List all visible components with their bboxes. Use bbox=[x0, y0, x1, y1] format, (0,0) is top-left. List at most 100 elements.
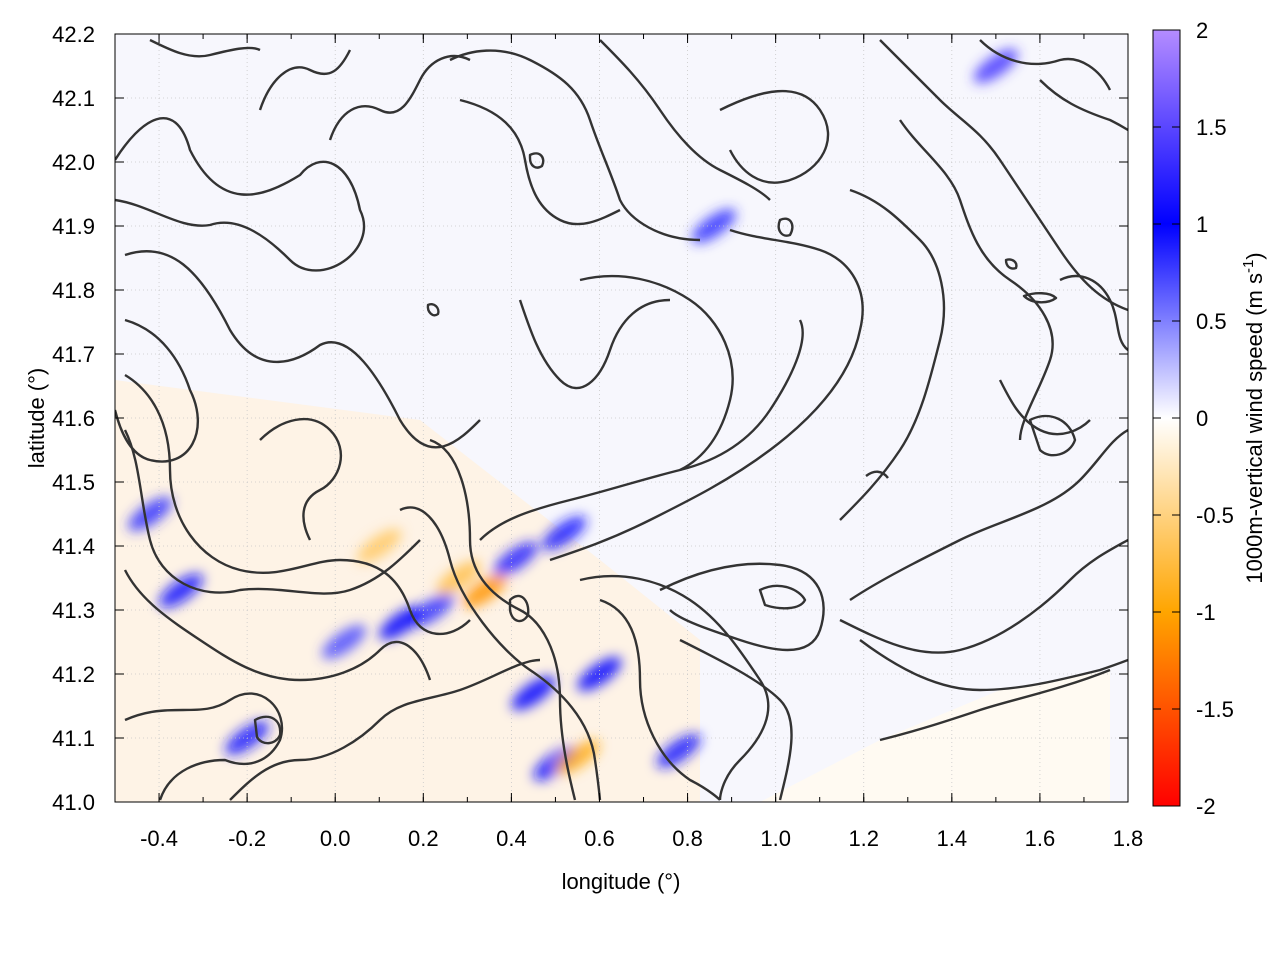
contour-line bbox=[879, 39, 1128, 312]
field-tint-southeast bbox=[760, 670, 1110, 802]
x-tick-label: -0.4 bbox=[140, 826, 178, 851]
contour-line bbox=[758, 584, 807, 610]
contour-line bbox=[998, 379, 1091, 436]
y-tick-label: 41.2 bbox=[52, 662, 95, 687]
y-tick-label: 41.1 bbox=[52, 726, 95, 751]
contour-line bbox=[124, 692, 283, 801]
wind-hotspot bbox=[542, 516, 587, 551]
y-tick-label: 41.5 bbox=[52, 470, 95, 495]
wind-hotspot bbox=[321, 624, 367, 660]
contour-line bbox=[899, 119, 1054, 441]
y-tick-label: 41.6 bbox=[52, 406, 95, 431]
contour-line bbox=[459, 98, 621, 226]
contour-line bbox=[149, 38, 261, 58]
colorbar-tick-label: -2 bbox=[1196, 794, 1216, 819]
contour-line bbox=[879, 668, 1111, 742]
contour-line bbox=[258, 49, 352, 111]
x-tick-label: -0.2 bbox=[228, 826, 266, 851]
x-tick-label: 1.6 bbox=[1025, 826, 1056, 851]
y-axis: 41.0 41.1 41.2 41.3 41.4 41.5 41.6 41.7 41.8 41.9… bbox=[52, 22, 1128, 815]
contour-line bbox=[123, 569, 432, 682]
wind-hotspot bbox=[436, 560, 481, 596]
heatmap-field bbox=[115, 34, 1128, 802]
wind-hotspot bbox=[691, 208, 737, 244]
contour-line bbox=[124, 250, 481, 449]
y-tick-label: 41.9 bbox=[52, 214, 95, 239]
contour-line bbox=[549, 228, 864, 562]
contour-line bbox=[859, 639, 1128, 692]
contour-line bbox=[777, 217, 794, 237]
x-tick-label: 0.6 bbox=[584, 826, 615, 851]
colorbar-tick-label: 2 bbox=[1196, 18, 1208, 43]
x-tick-label: 0.8 bbox=[672, 826, 703, 851]
colorbar-label-suffix: ) bbox=[1242, 252, 1267, 259]
contour-line bbox=[659, 562, 825, 652]
contour-line bbox=[115, 117, 366, 272]
wind-hotspot bbox=[511, 676, 556, 711]
terrain-contours bbox=[115, 38, 1128, 801]
contour-line bbox=[123, 429, 421, 595]
x-tick-label: 1.0 bbox=[760, 826, 791, 851]
contour-line bbox=[508, 594, 530, 623]
contour-line bbox=[719, 89, 830, 184]
colorbar-tick-label: 0 bbox=[1196, 406, 1208, 431]
colorbar-tick-label: -0.5 bbox=[1196, 503, 1234, 528]
x-axis-label: longitude (°) bbox=[562, 869, 681, 894]
contour-line bbox=[259, 417, 343, 541]
wind-hotspot bbox=[128, 496, 173, 532]
y-tick-label: 41.8 bbox=[52, 278, 95, 303]
contour-line bbox=[849, 428, 1128, 601]
colorbar-label: 1000m-vertical wind speed (m s-1) bbox=[1240, 252, 1267, 583]
contour-line bbox=[429, 438, 577, 801]
contour-line bbox=[1028, 414, 1077, 457]
contour-line bbox=[1022, 292, 1058, 304]
x-tick-label: 0.2 bbox=[408, 826, 439, 851]
y-tick-label: 42.0 bbox=[52, 150, 95, 175]
contour-line bbox=[449, 49, 701, 242]
colorbar-label-superscript: -1 bbox=[1240, 260, 1257, 273]
y-tick-label: 41.7 bbox=[52, 342, 95, 367]
wind-hotspot bbox=[493, 541, 538, 576]
wind-hotspot bbox=[159, 573, 204, 608]
colorbar-tick-label: 0.5 bbox=[1196, 309, 1227, 334]
contour-line bbox=[426, 303, 440, 317]
contour-line bbox=[229, 658, 541, 801]
contour-line bbox=[679, 638, 793, 801]
colorbar-tick-label: -1.5 bbox=[1196, 697, 1234, 722]
contour-line bbox=[518, 298, 671, 390]
grid-lines bbox=[115, 34, 1128, 802]
y-tick-label: 42.1 bbox=[52, 86, 95, 111]
contour-line bbox=[979, 39, 1112, 91]
x-tick-label: 1.4 bbox=[937, 826, 968, 851]
y-tick-label: 41.4 bbox=[52, 534, 95, 559]
colorbar-tick-label: 1 bbox=[1196, 212, 1208, 237]
wind-hotspot bbox=[410, 592, 455, 628]
y-axis-label: latitude (°) bbox=[24, 368, 49, 469]
contour-line bbox=[579, 274, 734, 472]
contour-line bbox=[399, 506, 602, 801]
colorbar-tick-label: -1 bbox=[1196, 600, 1216, 625]
colorbar-label-main: 1000m-vertical wind speed (m s bbox=[1242, 273, 1267, 584]
x-tick-label: 0.0 bbox=[320, 826, 351, 851]
contour-line bbox=[599, 39, 771, 201]
contour-line bbox=[839, 538, 1128, 654]
contour-line bbox=[528, 152, 545, 169]
y-tick-label: 42.2 bbox=[52, 22, 95, 47]
x-tick-label: 1.8 bbox=[1113, 826, 1144, 851]
contour-line bbox=[599, 598, 721, 801]
contour-line bbox=[328, 54, 471, 141]
x-axis: -0.4 -0.2 0.0 0.2 0.4 0.6 0.8 1.0 1.2 1.4 1.6 1.8 bbox=[114, 34, 1144, 851]
contour-line bbox=[839, 188, 946, 521]
contour-line bbox=[579, 574, 770, 801]
contour-line bbox=[124, 373, 471, 635]
x-tick-label: 1.2 bbox=[848, 826, 879, 851]
colorbar-tick-label: 1.5 bbox=[1196, 115, 1227, 140]
colorbar-ticks: 2 1.5 1 0.5 0 -0.5 -1 -1.5 -2 bbox=[1153, 18, 1234, 819]
contour-line bbox=[865, 470, 889, 479]
contour-line bbox=[1004, 258, 1018, 270]
wind-hotspot bbox=[462, 573, 508, 608]
contour-line bbox=[1059, 274, 1128, 351]
contour-line bbox=[1039, 79, 1128, 132]
contour-line bbox=[253, 715, 282, 745]
